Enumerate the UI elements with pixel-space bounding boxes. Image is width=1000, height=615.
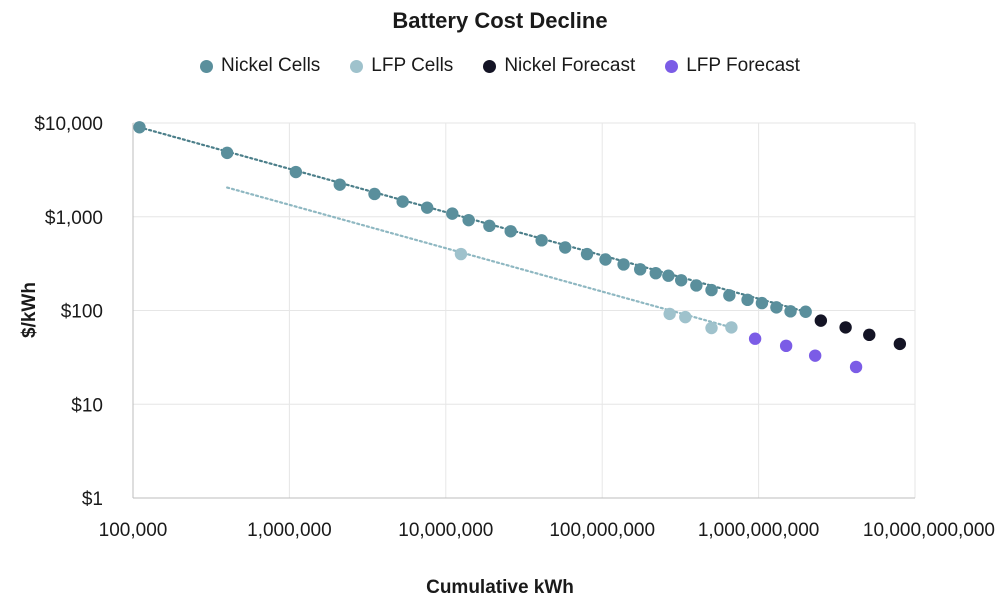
data-point-nickel-cells [723,289,736,302]
data-point-nickel-forecast [839,321,852,334]
data-point-lfp-forecast [779,339,793,353]
legend-marker-lfp-forecast [665,59,679,73]
legend-marker-lfp-cells [350,59,364,73]
data-point-nickel-cells [559,241,572,254]
y-tick-label: $100 [61,302,103,323]
data-point-nickel-cells [705,283,718,297]
data-point-lfp-forecast [808,349,822,362]
data-point-nickel-cells [662,269,675,282]
legend-label-nickel-forecast: Nickel Forecast [504,55,636,76]
data-point-nickel-cells [396,195,409,208]
data-point-nickel-cells [504,225,517,238]
data-point-nickel-cells [462,213,475,227]
data-point-nickel-forecast [893,337,907,351]
data-point-nickel-cells [446,207,459,220]
x-tick-label: 100,000,000 [549,520,655,541]
data-point-nickel-cells [580,247,594,261]
x-axis-label: Cumulative kWh [426,577,574,598]
legend-marker-nickel-cells [200,59,214,73]
legend-item-lfp-cells: LFP Cells [350,55,453,77]
data-point-nickel-cells [675,274,688,287]
data-point-lfp-cells [454,247,468,261]
data-point-nickel-forecast [863,328,876,342]
legend-label-lfp-forecast: LFP Forecast [686,55,800,76]
legend-marker-nickel-forecast [483,59,497,73]
data-point-lfp-cells [679,310,692,324]
data-point-lfp-cells [663,307,676,321]
data-point-nickel-cells [649,266,662,280]
x-tick-label: 1,000,000,000 [698,520,820,541]
data-point-nickel-cells [483,219,496,233]
data-point-lfp-cells [705,321,718,335]
data-point-nickel-cells [368,187,381,201]
data-point-nickel-cells [420,201,434,214]
y-tick-label: $1,000 [45,208,103,229]
y-tick-label: $10 [71,395,103,416]
data-point-nickel-cells [690,279,703,292]
data-point-lfp-cells [725,321,738,334]
data-point-nickel-cells [220,146,234,160]
legend-item-lfp-forecast: LFP Forecast [665,55,800,77]
x-tick-label: 1,000,000 [247,520,332,541]
data-point-nickel-cells [333,178,346,191]
data-point-nickel-cells [617,258,630,271]
chart-title: Battery Cost Decline [392,8,608,33]
y-tick-label: $1 [82,489,103,510]
data-point-nickel-cells [770,301,783,314]
y-tick-label: $10,000 [34,114,103,135]
x-tick-label: 10,000,000,000 [863,520,995,541]
x-tick-label: 10,000,000 [398,520,493,541]
data-point-nickel-cells [599,253,612,266]
data-point-nickel-forecast [814,314,828,327]
data-point-nickel-cells [784,305,797,318]
y-axis-label: $/kWh [19,282,40,338]
legend-label-nickel-cells: Nickel Cells [221,55,321,76]
legend-item-nickel-forecast: Nickel Forecast [483,55,635,77]
chart-legend: Nickel Cells LFP Cells Nickel Forecast L… [0,55,1000,77]
data-point-nickel-cells [799,305,812,318]
data-point-nickel-cells [741,293,754,307]
trendline [226,186,733,329]
data-point-nickel-cells [755,296,769,310]
data-point-lfp-forecast [849,360,863,374]
data-point-nickel-cells [133,121,146,134]
x-tick-label: 100,000 [99,520,168,541]
data-point-lfp-forecast [748,332,762,345]
data-point-nickel-cells [634,263,647,276]
legend-item-nickel-cells: Nickel Cells [200,55,320,77]
legend-label-lfp-cells: LFP Cells [371,55,454,76]
data-point-nickel-cells [535,234,548,247]
data-point-nickel-cells [289,165,303,179]
